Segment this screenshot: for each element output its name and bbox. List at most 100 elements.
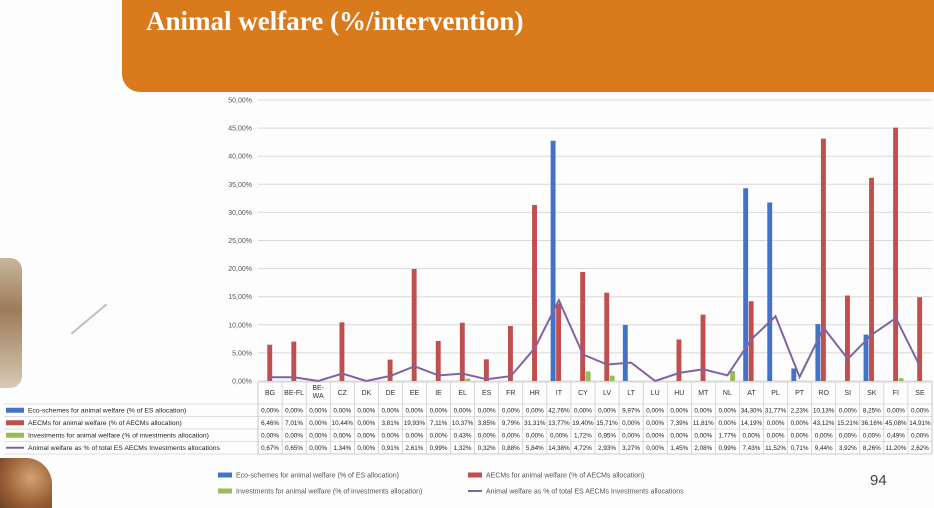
data-label: 0,00% bbox=[839, 432, 857, 439]
data-label: 0,00% bbox=[791, 432, 809, 439]
data-label: 6,46% bbox=[261, 420, 279, 427]
data-label: 0,00% bbox=[381, 432, 399, 439]
data-label: 2,08% bbox=[694, 445, 712, 452]
bar-aecms-ie bbox=[435, 341, 441, 381]
data-label: 0,00% bbox=[333, 432, 351, 439]
data-label: 7,11% bbox=[430, 420, 448, 427]
y-tick-label: 0,00% bbox=[232, 379, 252, 386]
data-label: 0,00% bbox=[502, 407, 520, 414]
data-label: 5,84% bbox=[526, 445, 544, 452]
data-label: 0,49% bbox=[887, 432, 905, 439]
bar-aecms-ro bbox=[820, 138, 826, 381]
data-label: 7,01% bbox=[285, 420, 303, 427]
data-label: 1,32% bbox=[454, 445, 472, 452]
data-label: 0,00% bbox=[550, 432, 568, 439]
data-label: 0,00% bbox=[261, 407, 279, 414]
data-label: 10,13% bbox=[813, 407, 835, 414]
data-label: 11,52% bbox=[765, 445, 786, 452]
data-label: 19,40% bbox=[572, 420, 594, 427]
data-label: 2,23% bbox=[791, 407, 809, 414]
data-label: 0,00% bbox=[622, 432, 640, 439]
bar-aecms-ee bbox=[411, 268, 417, 381]
data-label: 0,00% bbox=[285, 407, 303, 414]
data-label: 3,85% bbox=[478, 420, 496, 427]
x-tick-label: PL bbox=[771, 390, 780, 397]
data-label: 0,00% bbox=[357, 432, 375, 439]
bar-aecms-hu bbox=[676, 339, 682, 381]
bar-aecms-el bbox=[459, 322, 465, 381]
bar-aecms-fi bbox=[893, 127, 899, 382]
y-tick-label: 40,00% bbox=[228, 154, 252, 161]
x-tick-label: BE-FL bbox=[284, 390, 304, 397]
y-tick-label: 50,00% bbox=[228, 98, 252, 105]
row-key-swatch bbox=[6, 407, 24, 413]
data-label: 34,30% bbox=[741, 407, 763, 414]
x-tick-label: SK bbox=[867, 390, 877, 397]
data-label: 10,37% bbox=[452, 420, 474, 427]
bar-eco-schemes-at bbox=[743, 188, 749, 381]
bar-eco-schemes-pl bbox=[767, 202, 773, 381]
bar-aecms-se bbox=[917, 297, 923, 381]
data-label: 0,00% bbox=[694, 407, 712, 414]
row-key-swatch bbox=[6, 432, 24, 438]
data-label: 1,45% bbox=[670, 445, 688, 452]
data-label: 45,08% bbox=[885, 420, 907, 427]
data-label: 0,00% bbox=[261, 432, 279, 439]
data-label: 0,00% bbox=[743, 432, 761, 439]
x-tick-label: IT bbox=[556, 390, 563, 397]
data-label: 36,16% bbox=[861, 420, 883, 427]
data-label: 0,00% bbox=[767, 420, 785, 427]
data-label: 0,00% bbox=[526, 432, 544, 439]
y-tick-label: 35,00% bbox=[228, 182, 252, 189]
data-label: 9,44% bbox=[815, 445, 833, 452]
data-label: 4,72% bbox=[574, 445, 592, 452]
data-label: 0,91% bbox=[381, 445, 399, 452]
data-label: 0,65% bbox=[285, 445, 303, 452]
data-label: 15,21% bbox=[837, 420, 859, 427]
x-tick-label: CZ bbox=[338, 390, 348, 397]
table-row-label: AECMs for animal welfare (% of AECMs all… bbox=[28, 420, 182, 427]
legend-key-swatch bbox=[218, 488, 232, 494]
data-label: 0,88% bbox=[502, 445, 520, 452]
table-row-label: Eco-schemes for animal welfare (% of ES … bbox=[28, 408, 186, 415]
data-label: 0,00% bbox=[887, 407, 905, 414]
data-label: 0,00% bbox=[430, 432, 448, 439]
bar-aecms-si bbox=[845, 295, 850, 381]
bar-aecms-mt bbox=[700, 314, 706, 381]
bar-aecms-it bbox=[556, 303, 562, 381]
data-label: 0,00% bbox=[502, 432, 520, 439]
x-tick-label: PT bbox=[795, 390, 805, 397]
data-label: 3,92% bbox=[839, 445, 857, 452]
data-label: 0,95% bbox=[598, 432, 616, 439]
data-label: 0,00% bbox=[646, 407, 664, 414]
table-row-label: Animal welfare as % of total ES AECMs In… bbox=[28, 445, 221, 452]
data-label: 0,00% bbox=[839, 407, 857, 414]
bar-aecms-es bbox=[483, 359, 489, 381]
bar-aecms-hr bbox=[532, 205, 537, 381]
data-label: 0,00% bbox=[333, 407, 351, 414]
bar-investments-lv bbox=[609, 375, 615, 381]
data-label: 0,00% bbox=[309, 420, 327, 427]
x-tick-label: ES bbox=[482, 390, 492, 397]
data-label: 0,00% bbox=[285, 432, 303, 439]
data-label: 0,67% bbox=[261, 445, 279, 452]
y-tick-label: 30,00% bbox=[228, 210, 252, 217]
data-label: 14,91% bbox=[909, 420, 931, 427]
bar-aecms-sk bbox=[869, 177, 874, 381]
y-tick-label: 20,00% bbox=[228, 266, 252, 273]
data-label: 2,62% bbox=[911, 445, 929, 452]
data-label: 0,00% bbox=[357, 407, 375, 414]
data-label: 15,71% bbox=[596, 420, 618, 427]
legend-key-swatch bbox=[218, 472, 232, 478]
data-label: 0,00% bbox=[646, 445, 664, 452]
data-label: 0,00% bbox=[309, 407, 327, 414]
table-row-label: Investments for animal welfare (% of inv… bbox=[28, 433, 209, 440]
data-label: 0,71% bbox=[791, 445, 809, 452]
speaker-photo-bottom bbox=[0, 458, 52, 508]
data-label: 1,72% bbox=[574, 432, 592, 439]
x-tick-label: FR bbox=[506, 390, 515, 397]
page-number: 94 bbox=[870, 472, 887, 489]
bar-eco-schemes-ro bbox=[815, 324, 821, 381]
data-label: 0,00% bbox=[622, 420, 640, 427]
bar-eco-schemes-it bbox=[550, 140, 556, 381]
